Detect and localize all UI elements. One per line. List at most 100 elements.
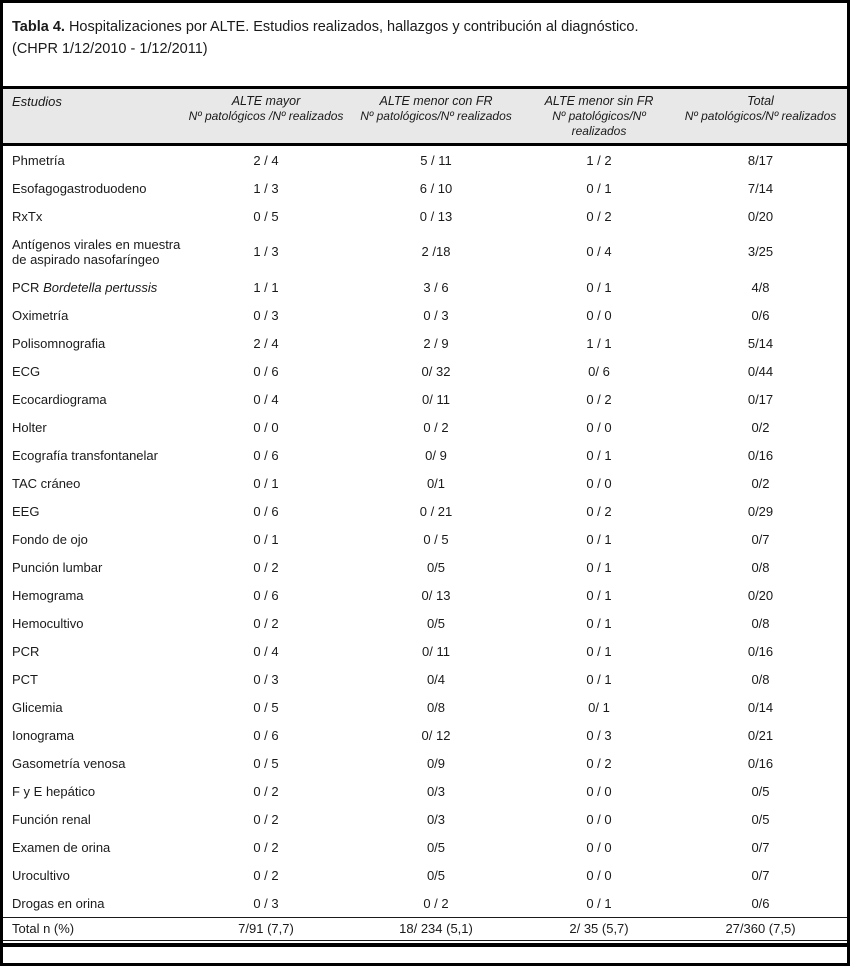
table-row: Glicemia 0 / 5 0/8 0/ 1 0/14 [3, 693, 847, 721]
cell-estudio: Ecocardiograma [12, 391, 107, 407]
cell-estudio: Ecografía transfontanelar [12, 447, 158, 463]
cell-value: 0 / 5 [253, 755, 279, 771]
cell-value: 0/5 [426, 559, 446, 575]
cell-value: 0/ 6 [588, 363, 610, 379]
cell-value: 0 / 2 [253, 783, 279, 799]
cell-value: 0 / 0 [253, 419, 279, 435]
table-row: Fondo de ojo 0 / 1 0 / 5 0 / 1 0/7 [3, 525, 847, 553]
cell-value: 0/5 [751, 783, 770, 799]
cell-estudio: Drogas en orina [12, 895, 105, 911]
cell-value: 5/14 [747, 335, 774, 351]
table-row: PCR 0 / 4 0/ 11 0 / 1 0/16 [3, 637, 847, 665]
cell-value: 0 / 2 [253, 559, 279, 575]
table-header: Estudios ALTE mayor Nº patológicos /Nº r… [3, 86, 847, 146]
cell-value: 0 / 2 [253, 811, 279, 827]
cell-estudio: Phmetría [12, 152, 65, 168]
cell-estudio-italic: Bordetella pertussis [39, 279, 158, 295]
cell-value: 0 / 1 [586, 615, 612, 631]
cell-value: 1 / 1 [586, 335, 612, 351]
cell-value: 0 / 2 [423, 419, 449, 435]
cell-estudio: Fondo de ojo [12, 531, 88, 547]
table-number: Tabla 4. [12, 19, 65, 35]
cell-value: 0/2 [751, 419, 770, 435]
bottom-thick-rule [3, 943, 847, 947]
cell-value: 0/20 [747, 587, 774, 603]
cell-value: 0/5 [426, 839, 446, 855]
cell-value: 1 / 1 [253, 279, 279, 295]
cell-estudio: PCR Bordetella pertussis [12, 279, 158, 295]
cell-estudio: Urocultivo [12, 867, 70, 883]
cell-value: 0/8 [751, 671, 770, 687]
header-total: Total Nº patológicos/Nº realizados [674, 86, 847, 146]
cell-estudio: F y E hepático [12, 783, 96, 799]
table-caption: Tabla 4. Hospitalizaciones por ALTE. Est… [3, 3, 847, 86]
cell-value: 0/5 [426, 867, 446, 883]
cell-value: 0 / 1 [586, 531, 612, 547]
cell-value: 0 / 0 [586, 811, 612, 827]
cell-estudio: Gasometría venosa [12, 755, 126, 771]
table-row: Esofagogastroduodeno 1 / 3 6 / 10 0 / 1 7/14 [3, 174, 847, 202]
cell-value: 0 / 2 [586, 503, 612, 519]
cell-value: 0 / 1 [586, 895, 612, 911]
table-row: Urocultivo 0 / 2 0/5 0 / 0 0/7 [3, 861, 847, 889]
cell-value: 0 / 3 [423, 307, 449, 323]
table-row: Examen de orina 0 / 2 0/5 0 / 0 0/7 [3, 833, 847, 861]
cell-value: 0 / 1 [586, 587, 612, 603]
table-row: Ecografía transfontanelar 0 / 6 0/ 9 0 / 1 0… [3, 441, 847, 469]
table-title-text: Hospitalizaciones por ALTE. Estudios rea… [68, 19, 639, 35]
table-row: RxTx 0 / 5 0 / 13 0 / 2 0/20 [3, 202, 847, 230]
cell-estudio: ECG [12, 363, 41, 379]
cell-value: 0 / 2 [423, 895, 449, 911]
cell-estudio: PCT [12, 671, 38, 687]
cell-value: 3/25 [747, 244, 774, 259]
cell-value: 4/8 [751, 279, 770, 295]
cell-value: 0/1 [426, 475, 446, 491]
results-table: Estudios ALTE mayor Nº patológicos /Nº r… [3, 86, 847, 941]
cell-value: 0/21 [747, 727, 774, 743]
cell-estudio: Ionograma [12, 727, 75, 743]
header-alte-menor-con-fr: ALTE menor con FR Nº patológicos/Nº real… [348, 86, 524, 146]
cell-value: 0 / 0 [586, 783, 612, 799]
cell-value: 0 / 2 [586, 391, 612, 407]
cell-value: 0 / 13 [419, 208, 453, 224]
table-row: F y E hepático 0 / 2 0/3 0 / 0 0/5 [3, 777, 847, 805]
cell-value: 0 / 1 [586, 559, 612, 575]
cell-estudio: Holter [12, 419, 47, 435]
cell-value: 0 / 5 [253, 208, 279, 224]
cell-value: 1 / 3 [253, 180, 279, 196]
total-value: 7/91 (7,7) [184, 917, 348, 941]
cell-value: 0 / 1 [253, 475, 279, 491]
cell-value: 0 / 0 [586, 475, 612, 491]
total-value: 18/ 234 (5,1) [348, 917, 524, 941]
table-row: Drogas en orina 0 / 3 0 / 2 0 / 1 0/6 [3, 889, 847, 918]
cell-value: 0 / 4 [253, 643, 279, 659]
cell-value: 6 / 10 [419, 180, 453, 196]
cell-value: 0/44 [747, 363, 774, 379]
cell-value: 0/ 11 [422, 643, 450, 659]
table-row: TAC cráneo 0 / 1 0/1 0 / 0 0/2 [3, 469, 847, 497]
cell-value: 0/16 [747, 447, 774, 463]
cell-estudio: Función renal [12, 811, 91, 827]
cell-estudio: Punción lumbar [12, 559, 103, 575]
cell-estudio: Antígenos virales en muestra de aspirado… [12, 236, 181, 267]
cell-value: 0/9 [426, 755, 446, 771]
cell-value: 0 / 6 [253, 363, 279, 379]
cell-value: 2 / 9 [423, 335, 449, 351]
header-estudios: Estudios [3, 86, 184, 146]
cell-value: 0 / 3 [253, 895, 279, 911]
cell-value: 0/8 [751, 559, 770, 575]
cell-value: 0 / 6 [253, 447, 279, 463]
cell-estudio: Glicemia [12, 699, 63, 715]
total-row: Total n (%) 7/91 (7,7) 18/ 234 (5,1) 2/ … [3, 917, 847, 941]
cell-value: 0/7 [751, 531, 770, 547]
cell-value: 0/ 12 [421, 727, 451, 743]
table-row: Hemocultivo 0 / 2 0/5 0 / 1 0/8 [3, 609, 847, 637]
cell-value: 0/3 [426, 783, 446, 799]
cell-estudio: TAC cráneo [12, 475, 81, 491]
cell-value: 0 / 3 [253, 671, 279, 687]
cell-value: 0 / 6 [253, 503, 279, 519]
cell-estudio: Polisomnografia [12, 335, 106, 351]
cell-value: 0 / 1 [586, 447, 612, 463]
table-body: Phmetría 2 / 4 5 / 11 1 / 2 8/17 Esofagogastr… [3, 145, 847, 918]
